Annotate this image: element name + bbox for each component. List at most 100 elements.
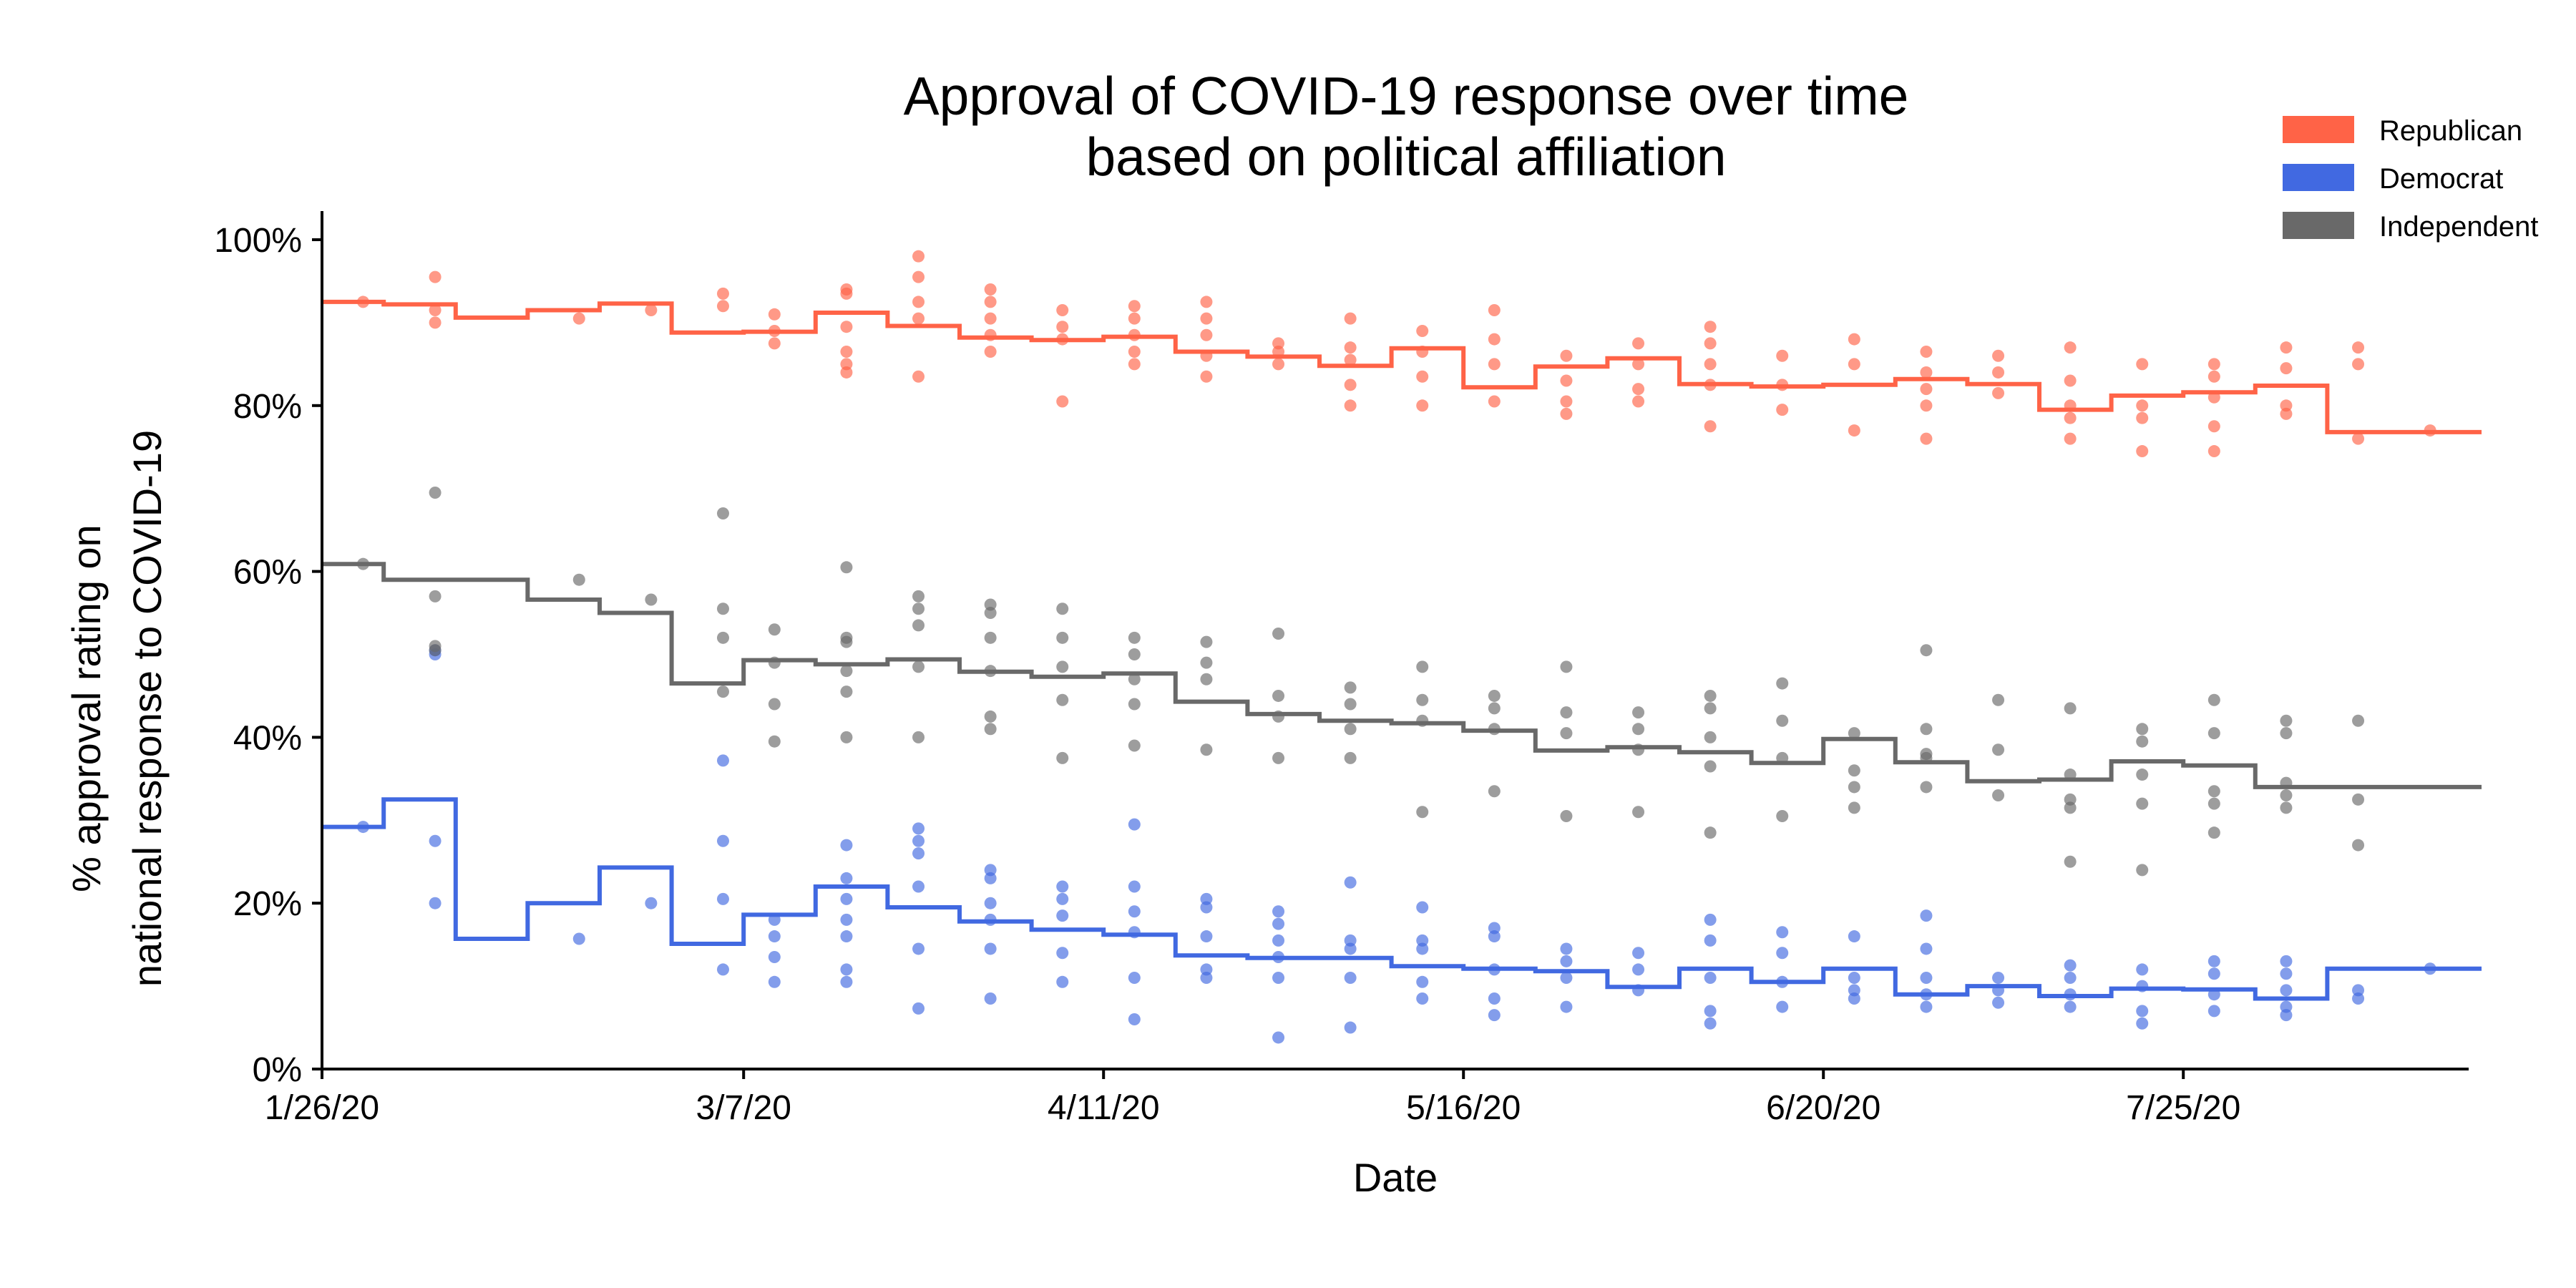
data-point-independent-88 (1992, 693, 2005, 706)
data-point-democrat-113 (2280, 984, 2293, 997)
data-point-democrat-90 (1848, 992, 1860, 1005)
data-point-republican-58 (1560, 374, 1573, 387)
data-point-independent-65 (1560, 810, 1573, 823)
data-point-democrat-87 (1848, 930, 1860, 943)
data-point-republican-102 (2352, 341, 2365, 354)
data-point-democrat-40 (1128, 880, 1141, 893)
chart-title: Approval of COVID-19 response over time … (904, 66, 1909, 187)
data-point-independent-64 (1560, 727, 1573, 740)
legend-label-independent: Independent (2379, 211, 2538, 243)
data-point-independent-87 (1920, 781, 1933, 794)
data-point-independent-67 (1632, 723, 1645, 736)
data-point-independent-113 (2352, 839, 2365, 852)
data-point-republican-31 (1128, 300, 1141, 313)
data-point-republican-36 (1200, 296, 1213, 308)
legend: Republican Democrat Independent (2283, 115, 2538, 243)
data-point-independent-15 (840, 561, 853, 574)
data-point-republican-88 (2064, 432, 2077, 445)
data-point-independent-98 (2136, 769, 2149, 781)
data-point-democrat-32 (984, 942, 997, 955)
data-point-republican-69 (1704, 420, 1717, 433)
data-point-democrat-108 (2207, 967, 2220, 980)
data-point-democrat-74 (1560, 1000, 1573, 1013)
data-point-republican-66 (1704, 337, 1717, 350)
x-tick-label-5: 7/25/20 (2126, 1089, 2240, 1127)
data-point-republican-79 (1920, 399, 1933, 412)
data-point-republican-40 (1200, 370, 1213, 383)
data-point-republican-62 (1632, 358, 1645, 371)
data-point-democrat-46 (1200, 901, 1213, 914)
data-point-independent-63 (1560, 706, 1573, 719)
data-point-democrat-78 (1704, 913, 1717, 926)
data-point-democrat-41 (1128, 905, 1141, 918)
data-point-independent-31 (984, 723, 997, 736)
legend-label-democrat: Democrat (2379, 163, 2503, 195)
data-point-democrat-18 (840, 913, 853, 926)
data-point-independent-14 (768, 735, 781, 748)
data-point-republican-10 (768, 337, 781, 350)
data-point-independent-109 (2280, 789, 2293, 802)
data-point-democrat-96 (1992, 972, 2005, 985)
data-point-independent-61 (1488, 785, 1501, 798)
data-point-republican-30 (1056, 395, 1069, 408)
data-point-republican-93 (2207, 358, 2220, 371)
data-point-democrat-4 (429, 897, 441, 909)
data-point-republican-27 (1056, 304, 1069, 317)
y-tick-label-100: 100% (214, 222, 302, 260)
data-point-republican-24 (984, 312, 997, 325)
data-point-democrat-70 (1488, 1009, 1501, 1022)
data-point-independent-55 (1416, 693, 1429, 706)
data-point-independent-94 (2064, 801, 2077, 814)
step-line-democrat (322, 797, 2482, 1001)
data-point-democrat-14 (768, 975, 781, 988)
data-point-democrat-10 (716, 963, 729, 976)
data-point-republican-61 (1632, 337, 1645, 350)
data-point-democrat-79 (1704, 934, 1717, 947)
data-point-republican-49 (1416, 324, 1429, 337)
data-point-democrat-9 (716, 892, 729, 905)
data-point-republican-19 (912, 296, 925, 308)
data-point-republican-45 (1344, 341, 1357, 354)
data-point-democrat-54 (1272, 972, 1285, 985)
data-point-republican-80 (1920, 432, 1933, 445)
data-point-independent-36 (1056, 751, 1069, 764)
data-point-democrat-30 (984, 897, 997, 909)
data-point-democrat-26 (912, 942, 925, 955)
data-point-republican-43 (1272, 358, 1285, 371)
data-point-republican-94 (2207, 370, 2220, 383)
y-axis-label-line-1: % approval rating on (64, 525, 109, 892)
data-point-republican-34 (1128, 345, 1141, 358)
data-point-democrat-110 (2207, 1005, 2220, 1018)
data-point-independent-78 (1776, 810, 1789, 823)
data-point-republican-97 (2207, 445, 2220, 458)
data-point-republican-59 (1560, 395, 1573, 408)
data-point-independent-34 (1056, 660, 1069, 673)
data-point-independent-54 (1416, 660, 1429, 673)
data-point-independent-45 (1200, 743, 1213, 756)
data-point-republican-14 (840, 345, 853, 358)
data-point-independent-9 (716, 631, 729, 644)
data-point-independent-83 (1920, 644, 1933, 657)
data-point-republican-99 (2280, 362, 2293, 375)
legend-swatch-independent (2283, 212, 2354, 239)
data-point-democrat-52 (1272, 934, 1285, 947)
data-point-democrat-107 (2207, 955, 2220, 967)
data-point-independent-51 (1344, 698, 1357, 711)
data-point-republican-46 (1344, 353, 1357, 366)
data-point-democrat-91 (1920, 909, 1933, 922)
data-point-independent-59 (1488, 702, 1501, 715)
data-point-republican-96 (2207, 420, 2220, 433)
data-point-democrat-75 (1632, 947, 1645, 960)
data-point-independent-79 (1848, 727, 1860, 740)
y-tick-label-80: 80% (233, 388, 302, 426)
data-point-independent-107 (2280, 727, 2293, 740)
data-point-republican-2 (429, 304, 441, 317)
data-point-republican-16 (840, 366, 853, 379)
y-axis-label: % approval rating on national response t… (64, 430, 170, 987)
data-point-independent-102 (2207, 727, 2220, 740)
data-point-independent-8 (716, 602, 729, 615)
data-point-democrat-88 (1848, 972, 1860, 985)
data-point-democrat-13 (768, 951, 781, 964)
data-point-democrat-47 (1200, 930, 1213, 943)
data-point-republican-18 (912, 270, 925, 283)
